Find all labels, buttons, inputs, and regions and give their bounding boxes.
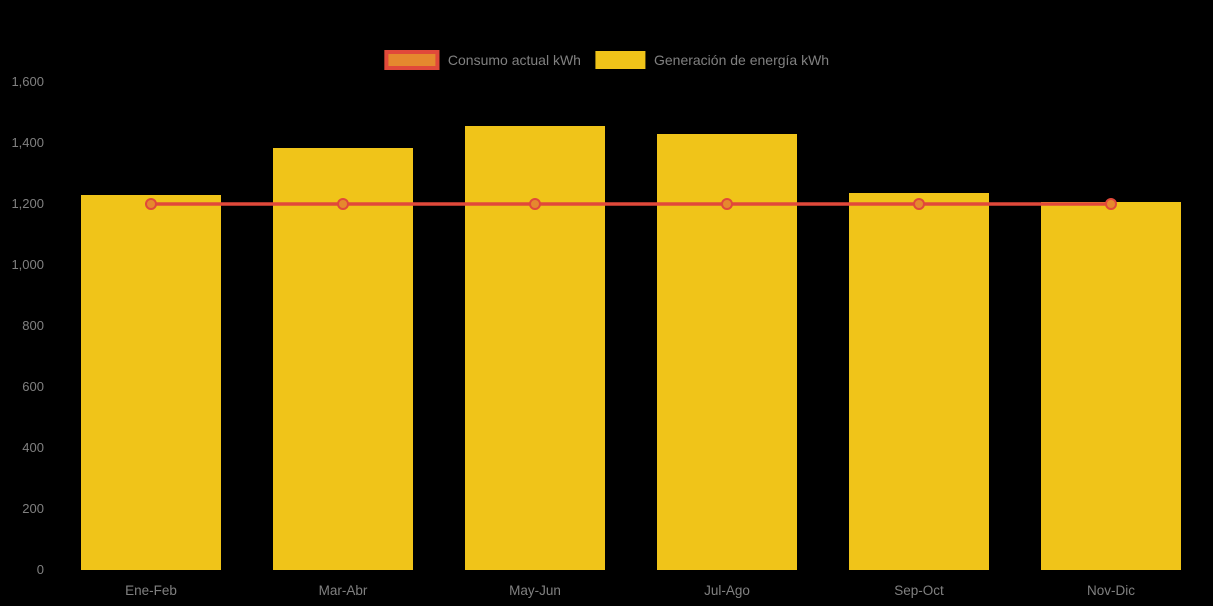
legend-label-consumo: Consumo actual kWh [447, 52, 581, 68]
consumption-marker-Sep-Oct[interactable] [913, 198, 925, 210]
generation-bar-Sep-Oct[interactable] [849, 193, 989, 570]
y-tick-label: 200 [22, 501, 44, 516]
generation-bar-Nov-Dic[interactable] [1041, 202, 1181, 570]
x-tick-label-Nov-Dic: Nov-Dic [1086, 583, 1135, 598]
y-tick-label: 600 [22, 379, 44, 394]
consumption-marker-Nov-Dic[interactable] [1105, 198, 1117, 210]
generation-bar-Mar-Abr[interactable] [273, 147, 413, 570]
x-tick-label-May-Jun: May-Jun [509, 583, 561, 598]
y-tick-label: 1,000 [11, 257, 44, 272]
y-tick-label: 0 [36, 562, 44, 577]
consumption-marker-Jul-Ago[interactable] [721, 198, 733, 210]
legend-label-generacion: Generación de energía kWh [653, 52, 830, 68]
consumo-line-swatch-icon [383, 50, 439, 70]
consumption-marker-Mar-Abr[interactable] [337, 198, 349, 210]
legend: Consumo actual kWh Generación de energía… [383, 50, 830, 70]
consumption-marker-May-Jun[interactable] [529, 198, 541, 210]
y-tick-label: 1,400 [11, 135, 44, 150]
y-tick-label: 400 [22, 440, 44, 455]
x-tick-label-Jul-Ago: Jul-Ago [704, 583, 750, 598]
consumption-marker-Ene-Feb[interactable] [145, 198, 157, 210]
y-tick-label: 1,200 [11, 196, 44, 211]
y-tick-label: 1,600 [11, 74, 44, 89]
x-tick-label-Mar-Abr: Mar-Abr [318, 583, 368, 598]
generacion-bar-swatch-icon [594, 51, 645, 69]
x-tick-label-Sep-Oct: Sep-Oct [894, 583, 944, 598]
generation-bar-Ene-Feb[interactable] [81, 194, 221, 570]
legend-item-generacion[interactable]: Generación de energía kWh [594, 51, 830, 69]
generation-bar-May-Jun[interactable] [465, 126, 605, 570]
y-tick-label: 800 [22, 318, 44, 333]
legend-item-consumo[interactable]: Consumo actual kWh [383, 50, 581, 70]
x-tick-label-Ene-Feb: Ene-Feb [125, 583, 177, 598]
